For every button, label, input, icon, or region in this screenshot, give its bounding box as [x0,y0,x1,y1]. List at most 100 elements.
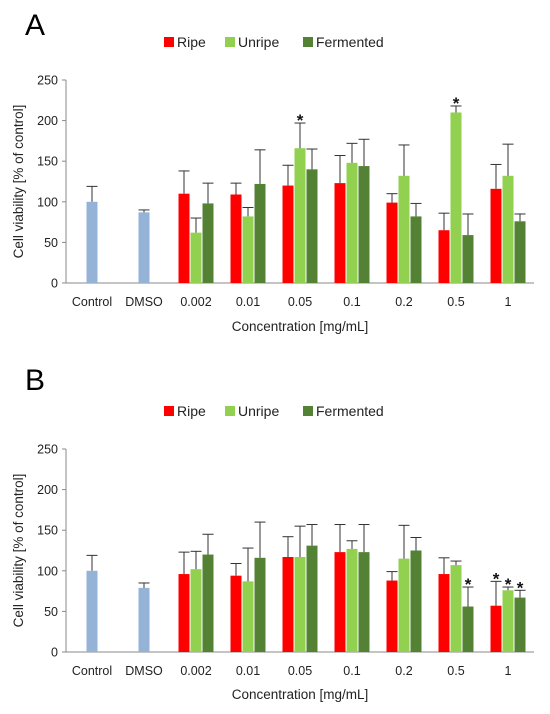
control-bar [86,570,98,652]
fermented-bar-0-2 [410,550,422,652]
fermented-bar-0-1 [358,552,370,652]
x-tick-label: 0.1 [343,295,360,309]
significance-star: * [517,578,524,597]
x-tick-label: DMSO [125,664,163,678]
legend-label-ripe: Ripe [177,34,206,50]
ripe-bar-0-01 [230,194,242,283]
x-tick-label: 1 [505,664,512,678]
y-tick-label: 250 [37,74,58,88]
y-tick-label: 200 [37,483,58,497]
legend-label-ripe: Ripe [177,403,206,419]
y-tick-label: 150 [37,155,58,169]
unripe-bar-1 [502,175,514,283]
legend-label-unripe: Unripe [238,403,279,419]
x-tick-label: Control [72,295,112,309]
x-tick-label: 0.05 [288,295,312,309]
ripe-bar-0-01 [230,575,242,652]
x-tick-label: 0.01 [236,664,260,678]
unripe-bar-0-1 [346,162,358,283]
y-tick-label: 0 [51,646,58,660]
unripe-bar-0-01 [242,216,254,283]
legend-label-fermented: Fermented [316,34,384,50]
significance-star: * [505,575,512,594]
significance-star: * [465,575,472,594]
ripe-bar-0-002 [178,574,190,652]
unripe-bar-0-05 [294,148,306,283]
dmso-bar [138,587,150,652]
x-tick-label: 0.05 [288,664,312,678]
x-axis-title: Concentration [mg/mL] [232,687,369,702]
ripe-bar-1 [490,188,502,283]
unripe-bar-0-2 [398,558,410,652]
fermented-bar-1 [514,221,526,283]
ripe-bar-0-5 [438,574,450,652]
x-tick-label: 1 [505,295,512,309]
legend-swatch-fermented [303,406,313,416]
fermented-bar-0-05 [306,545,318,652]
unripe-bar-0-05 [294,556,306,652]
chart-panel-b: 0 50 100 150 200 250 Cell viability [% of cont… [11,403,534,702]
ripe-bar-0-1 [334,183,346,283]
y-tick-label: 50 [44,236,58,250]
ripe-bar-0-2 [386,202,398,283]
y-tick-label: 200 [37,114,58,128]
x-tick-label: 0.002 [180,295,211,309]
dmso-bar [138,212,150,283]
ripe-bar-0-2 [386,580,398,652]
unripe-bar-0-002 [190,569,202,652]
unripe-bar-0-5 [450,112,462,283]
y-tick-label: 250 [37,443,58,457]
significance-star: * [493,569,500,588]
y-tick-label: 150 [37,524,58,538]
ripe-bar-1 [490,605,502,652]
y-axis-title: Cell viability [% of control] [11,474,26,628]
fermented-bar-0-2 [410,216,422,283]
unripe-bar-0-002 [190,232,202,283]
x-tick-label: 0.2 [395,664,412,678]
fermented-bar-0-002 [202,554,214,652]
unripe-bar-0-01 [242,581,254,652]
legend-swatch-ripe [164,406,174,416]
ripe-bar-0-05 [282,556,294,652]
y-tick-label: 100 [37,564,58,578]
fermented-bar-0-1 [358,166,370,283]
panel-label-b: B [25,364,45,397]
fermented-bar-1 [514,597,526,652]
ripe-bar-0-05 [282,185,294,283]
y-axis-title: Cell viability [% of control] [11,105,26,259]
ripe-bar-0-002 [178,193,190,283]
ripe-bar-0-5 [438,230,450,283]
chart-panel-a: 0 50 100 150 200 250 Cell viability [% of cont… [11,34,534,334]
fermented-bar-0-01 [254,557,266,652]
legend-label-unripe: Unripe [238,34,279,50]
unripe-bar-0-5 [450,565,462,652]
significance-star: * [453,94,460,113]
unripe-bar-0-1 [346,548,358,652]
x-axis-title: Concentration [mg/mL] [232,319,369,334]
control-bar [86,201,98,283]
x-tick-label: 0.1 [343,664,360,678]
x-tick-label: 0.002 [180,664,211,678]
y-tick-label: 0 [51,277,58,291]
x-tick-label: DMSO [125,295,163,309]
x-tick-label: 0.2 [395,295,412,309]
y-tick-label: 50 [44,605,58,619]
fermented-bar-0-002 [202,203,214,283]
panel-label-a: A [25,9,45,42]
x-tick-label: Control [72,664,112,678]
significance-star: * [297,111,304,130]
y-tick-label: 100 [37,195,58,209]
legend-swatch-ripe [164,37,174,47]
legend-swatch-unripe [225,406,235,416]
x-tick-label: 0.5 [447,664,464,678]
legend-swatch-fermented [303,37,313,47]
fermented-bar-0-5 [462,606,474,652]
fermented-bar-0-5 [462,235,474,283]
unripe-bar-1 [502,590,514,652]
x-tick-label: 0.01 [236,295,260,309]
ripe-bar-0-1 [334,552,346,652]
unripe-bar-0-2 [398,175,410,283]
x-tick-label: 0.5 [447,295,464,309]
legend-label-fermented: Fermented [316,403,384,419]
